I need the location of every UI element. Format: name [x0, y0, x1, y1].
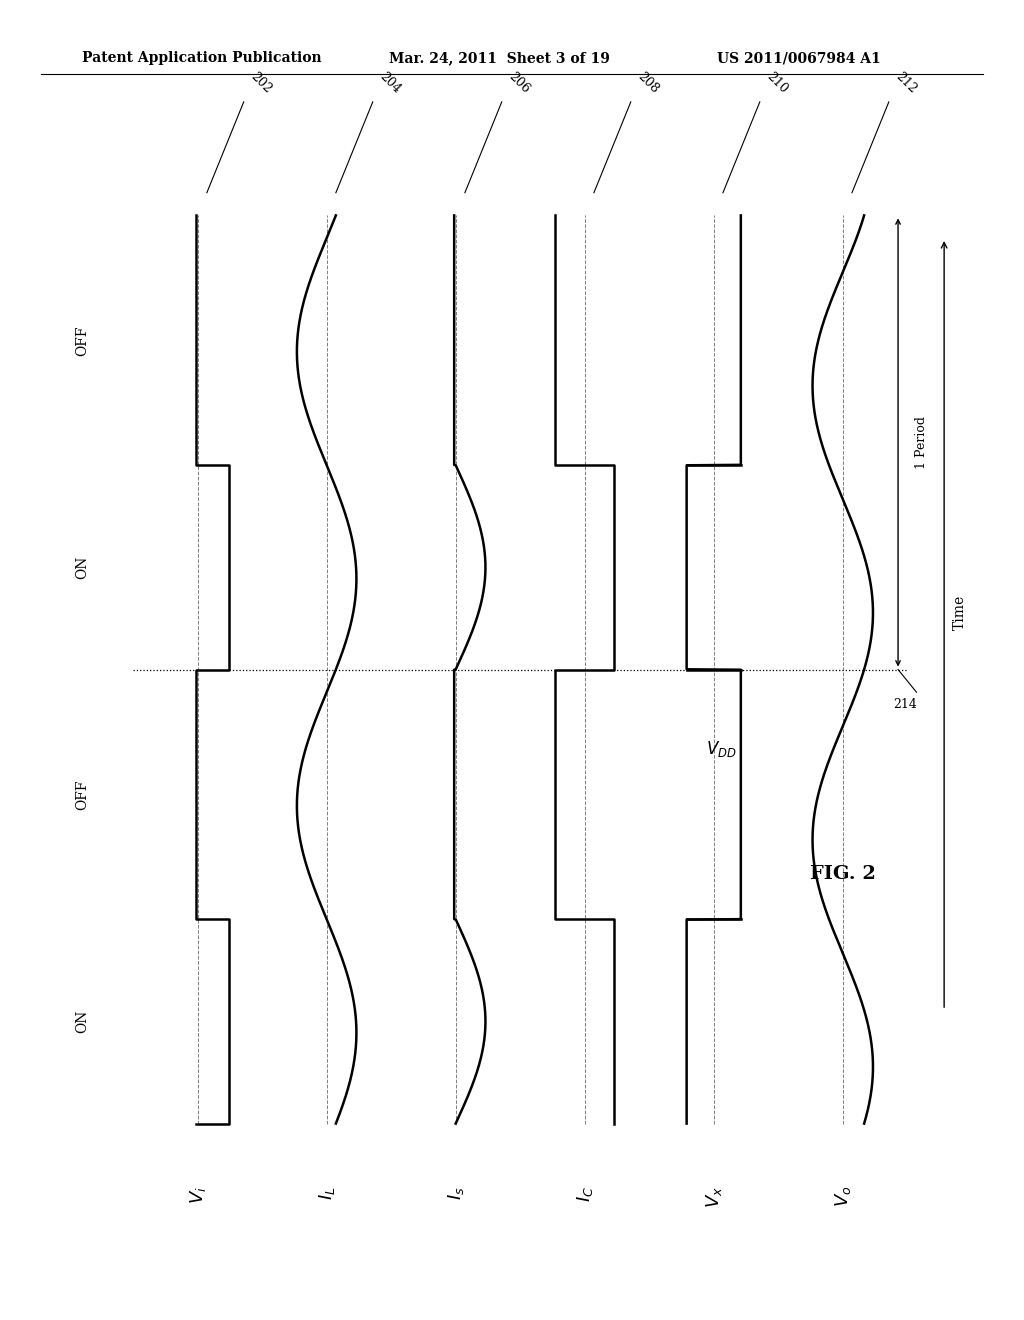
- Text: 212: 212: [893, 70, 920, 96]
- Text: OFF: OFF: [76, 779, 89, 809]
- Text: 208: 208: [636, 70, 662, 96]
- Text: $V_{DD}$: $V_{DD}$: [707, 739, 737, 759]
- Text: 204: 204: [378, 70, 403, 96]
- Text: Mar. 24, 2011  Sheet 3 of 19: Mar. 24, 2011 Sheet 3 of 19: [389, 51, 610, 65]
- Text: 202: 202: [249, 70, 274, 96]
- Text: $V_x$: $V_x$: [703, 1185, 724, 1208]
- Text: $I_C$: $I_C$: [574, 1185, 595, 1203]
- Text: $V_i$: $V_i$: [187, 1185, 208, 1204]
- Text: US 2011/0067984 A1: US 2011/0067984 A1: [717, 51, 881, 65]
- Text: $I_s$: $I_s$: [445, 1185, 466, 1200]
- Text: 206: 206: [507, 70, 532, 96]
- Text: 1 Period: 1 Period: [914, 416, 928, 469]
- Text: Time: Time: [953, 595, 968, 631]
- Text: $V_o$: $V_o$: [833, 1185, 853, 1208]
- Text: Patent Application Publication: Patent Application Publication: [82, 51, 322, 65]
- Text: ON: ON: [76, 1010, 89, 1034]
- Text: 210: 210: [765, 70, 791, 96]
- Text: FIG. 2: FIG. 2: [810, 865, 876, 883]
- Text: ON: ON: [76, 556, 89, 579]
- Text: OFF: OFF: [76, 325, 89, 355]
- Text: 214: 214: [893, 698, 918, 711]
- Text: $I_L$: $I_L$: [316, 1185, 337, 1200]
